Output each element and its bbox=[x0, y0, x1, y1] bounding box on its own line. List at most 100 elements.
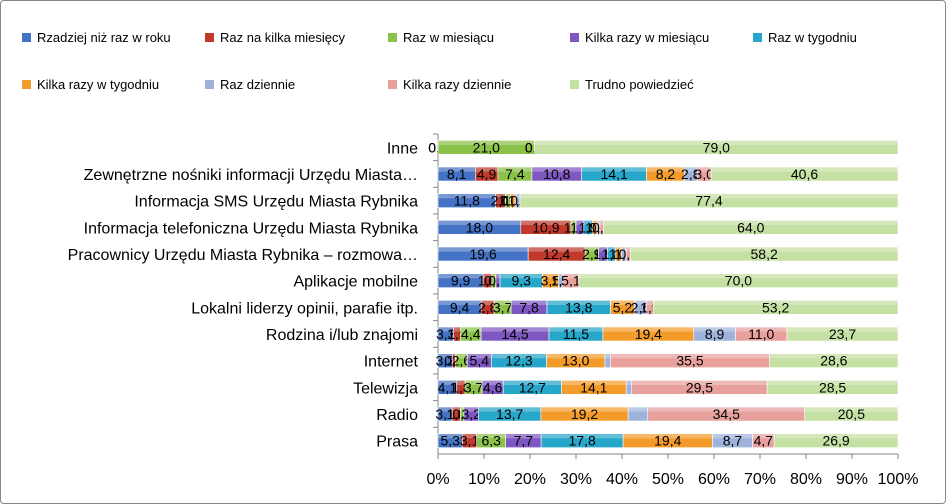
data-label: 77,4 bbox=[695, 193, 722, 209]
bar-segment-highlight bbox=[684, 167, 698, 172]
data-label: 3,7 bbox=[464, 379, 484, 395]
x-tick-label: 20% bbox=[514, 471, 546, 488]
bar-segment-highlight bbox=[497, 167, 532, 172]
bar-segment-highlight bbox=[438, 380, 457, 385]
data-label: 14,1 bbox=[601, 166, 628, 182]
legend-label: Kilka razy w tygodniu bbox=[37, 77, 160, 92]
x-tick-label: 0% bbox=[426, 471, 449, 488]
category-label: Zewnętrzne nośniki informacji Urzędu Mia… bbox=[84, 167, 418, 184]
data-label: 2,8 bbox=[478, 299, 498, 315]
data-label: 79,0 bbox=[703, 139, 730, 155]
bar-segment-highlight bbox=[452, 353, 456, 359]
legend-swatch bbox=[388, 33, 397, 43]
bar-segment-highlight bbox=[438, 433, 463, 439]
bar-segment-highlight bbox=[599, 220, 604, 225]
data-label: 3,1 bbox=[460, 433, 480, 449]
data-label: 6,3 bbox=[481, 433, 501, 449]
bar-segment-highlight bbox=[607, 247, 616, 252]
data-label: 7,4 bbox=[505, 166, 525, 182]
bar-segment-highlight bbox=[495, 193, 506, 199]
data-label: 2,6 bbox=[631, 299, 651, 315]
data-label: 12,7 bbox=[519, 379, 546, 395]
bar-segment-highlight bbox=[503, 380, 562, 385]
data-label: 11,5 bbox=[563, 326, 589, 342]
bar-segment-highlight bbox=[495, 273, 501, 279]
legend-label: Kilka razy w miesiącu bbox=[585, 30, 710, 45]
legend-swatch bbox=[205, 33, 214, 43]
legend-label: Raz w tygodniu bbox=[768, 30, 857, 45]
data-label: 12,3 bbox=[505, 353, 532, 369]
bar-segment-highlight bbox=[455, 353, 468, 359]
bar-segment-highlight bbox=[494, 300, 512, 305]
bar-segment-highlight bbox=[623, 433, 713, 439]
x-tick-label: 80% bbox=[790, 471, 822, 488]
bar-segment-highlight bbox=[438, 353, 453, 359]
data-label: 10,8 bbox=[543, 166, 570, 182]
legend-item: Kilka razy dziennie bbox=[388, 77, 511, 92]
bar-segment bbox=[534, 140, 899, 155]
bar-segment bbox=[578, 273, 899, 288]
data-label: 3,2 bbox=[461, 406, 481, 422]
bar-segment-highlight bbox=[460, 327, 482, 332]
bar-segment-highlight bbox=[476, 433, 506, 439]
bar-segment-highlight bbox=[438, 407, 453, 412]
data-label: 3,7 bbox=[493, 299, 513, 315]
data-label: 58,2 bbox=[751, 246, 778, 262]
data-label: 20,5 bbox=[838, 406, 865, 422]
data-label: 2,8 bbox=[681, 166, 701, 182]
data-label: 2,9 bbox=[582, 246, 602, 262]
bar-segment-highlight bbox=[452, 407, 461, 412]
bar-segment-highlight bbox=[531, 167, 582, 172]
legend-item: Raz w tygodniu bbox=[753, 30, 857, 45]
data-label: 12,4 bbox=[543, 246, 570, 262]
x-tick-label: 60% bbox=[698, 471, 730, 488]
legend-swatch bbox=[570, 33, 579, 43]
data-label: 4,9 bbox=[477, 166, 497, 182]
legend-swatch bbox=[388, 80, 397, 90]
bar-segment-highlight bbox=[481, 327, 550, 332]
legend-swatch bbox=[570, 80, 579, 90]
category-label: Informacja SMS Urzędu Miasta Rybnika bbox=[134, 194, 418, 211]
bar-segment-highlight bbox=[693, 327, 736, 332]
bar-segment-highlight bbox=[602, 327, 694, 332]
bar-segment-highlight bbox=[438, 247, 529, 252]
legend-item: Kilka razy w tygodniu bbox=[22, 77, 159, 92]
data-label: 64,0 bbox=[737, 219, 764, 235]
bar-segment-highlight bbox=[562, 273, 579, 279]
bar-segment-highlight bbox=[546, 353, 605, 359]
bar-segment-highlight bbox=[603, 220, 898, 225]
category-label: Informacja telefoniczna Urzędu Miasta Ry… bbox=[84, 220, 418, 237]
bar-segment-highlight bbox=[610, 300, 635, 305]
x-tick-label: 50% bbox=[652, 471, 684, 488]
data-label: 7,8 bbox=[519, 299, 539, 315]
bar-segment-highlight bbox=[774, 433, 898, 439]
data-label: 23,7 bbox=[829, 326, 856, 342]
data-label: 3,2 bbox=[435, 353, 455, 369]
bar-segment-highlight bbox=[528, 247, 586, 252]
x-tick-label: 10% bbox=[468, 471, 500, 488]
bar-segment-highlight bbox=[462, 433, 477, 439]
x-tick-label: 30% bbox=[560, 471, 592, 488]
data-label: 3,0 bbox=[694, 166, 714, 182]
data-label: 3,3 bbox=[436, 326, 456, 342]
bar-segment-highlight bbox=[438, 140, 535, 145]
legend-item: Rzadziej niż raz w roku bbox=[22, 30, 171, 45]
data-label: 4,1 bbox=[438, 379, 458, 395]
data-label: 34,5 bbox=[713, 406, 740, 422]
bar-segment-highlight bbox=[581, 167, 647, 172]
x-tick-label: 70% bbox=[744, 471, 776, 488]
bar-segment-highlight bbox=[570, 220, 576, 225]
bar-segment-highlight bbox=[646, 167, 685, 172]
bar-segment-highlight bbox=[478, 407, 541, 412]
bar-segment bbox=[769, 353, 899, 368]
bar-segment-highlight bbox=[630, 247, 898, 252]
bar-segment-highlight bbox=[615, 247, 622, 252]
data-label: 53,2 bbox=[762, 299, 789, 315]
data-label: 2,6 bbox=[452, 353, 472, 369]
data-label: 8,9 bbox=[705, 326, 725, 342]
bar-segment-highlight bbox=[510, 193, 516, 199]
data-label: 18,0 bbox=[466, 219, 493, 235]
bar-segment bbox=[773, 433, 899, 448]
bar-segment-highlight bbox=[505, 193, 511, 199]
data-label: 9,3 bbox=[511, 273, 531, 289]
